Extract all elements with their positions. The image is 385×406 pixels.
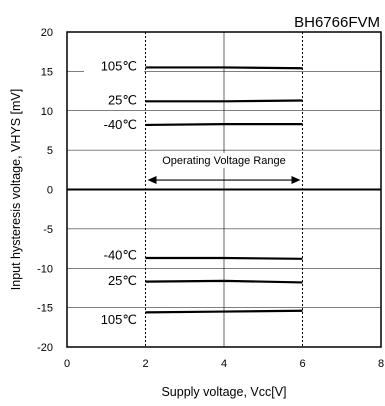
series-label-bg [84, 56, 144, 74]
y-tick-label: 20 [41, 27, 53, 39]
x-tick-label: 6 [299, 358, 305, 370]
series-line [145, 256, 303, 260]
y-tick-label: -5 [43, 224, 53, 236]
range-label: Operating Voltage Range [162, 155, 286, 167]
series-line [145, 123, 303, 127]
series-label: -40℃ [104, 248, 137, 263]
x-tick-label: 2 [142, 358, 148, 370]
y-tick-label: 10 [41, 106, 53, 118]
y-tick-label: 15 [41, 66, 53, 78]
x-tick-label: 4 [221, 358, 227, 370]
y-axis-label: Input hysteresis voltage, VHYS [mV] [9, 89, 23, 290]
range-arrow-right-head [291, 176, 301, 185]
series-label-bg [84, 114, 144, 132]
y-tick-label: 5 [47, 145, 53, 157]
range-arrow-left-head [147, 176, 157, 185]
grid-lines [67, 32, 381, 347]
series-label-bg [84, 270, 144, 288]
x-axis-label: Supply voltage, Vcc[V] [161, 385, 286, 399]
series-label-bg [84, 245, 144, 263]
chart-title: BH6766FVM [294, 14, 380, 31]
plot-frame [66, 31, 382, 348]
series-line [145, 279, 303, 284]
y-tick-label: 0 [47, 185, 53, 197]
y-tick-label: -20 [37, 342, 53, 354]
series-label-bg [84, 310, 144, 328]
range-label-bg [148, 153, 300, 169]
series-label-bg [84, 90, 144, 108]
y-tick-label: -10 [37, 263, 53, 275]
series-line [145, 66, 303, 70]
x-tick-label: 0 [64, 358, 70, 370]
series-line [145, 99, 303, 103]
series-label: 25℃ [108, 273, 137, 288]
series-label: 105℃ [101, 312, 137, 327]
series-label: 105℃ [101, 59, 137, 74]
y-tick-label: -15 [37, 303, 53, 315]
series-label: 25℃ [108, 93, 137, 108]
series-label: -40℃ [104, 117, 137, 132]
x-tick-label: 8 [378, 358, 384, 370]
series-line [145, 309, 303, 314]
